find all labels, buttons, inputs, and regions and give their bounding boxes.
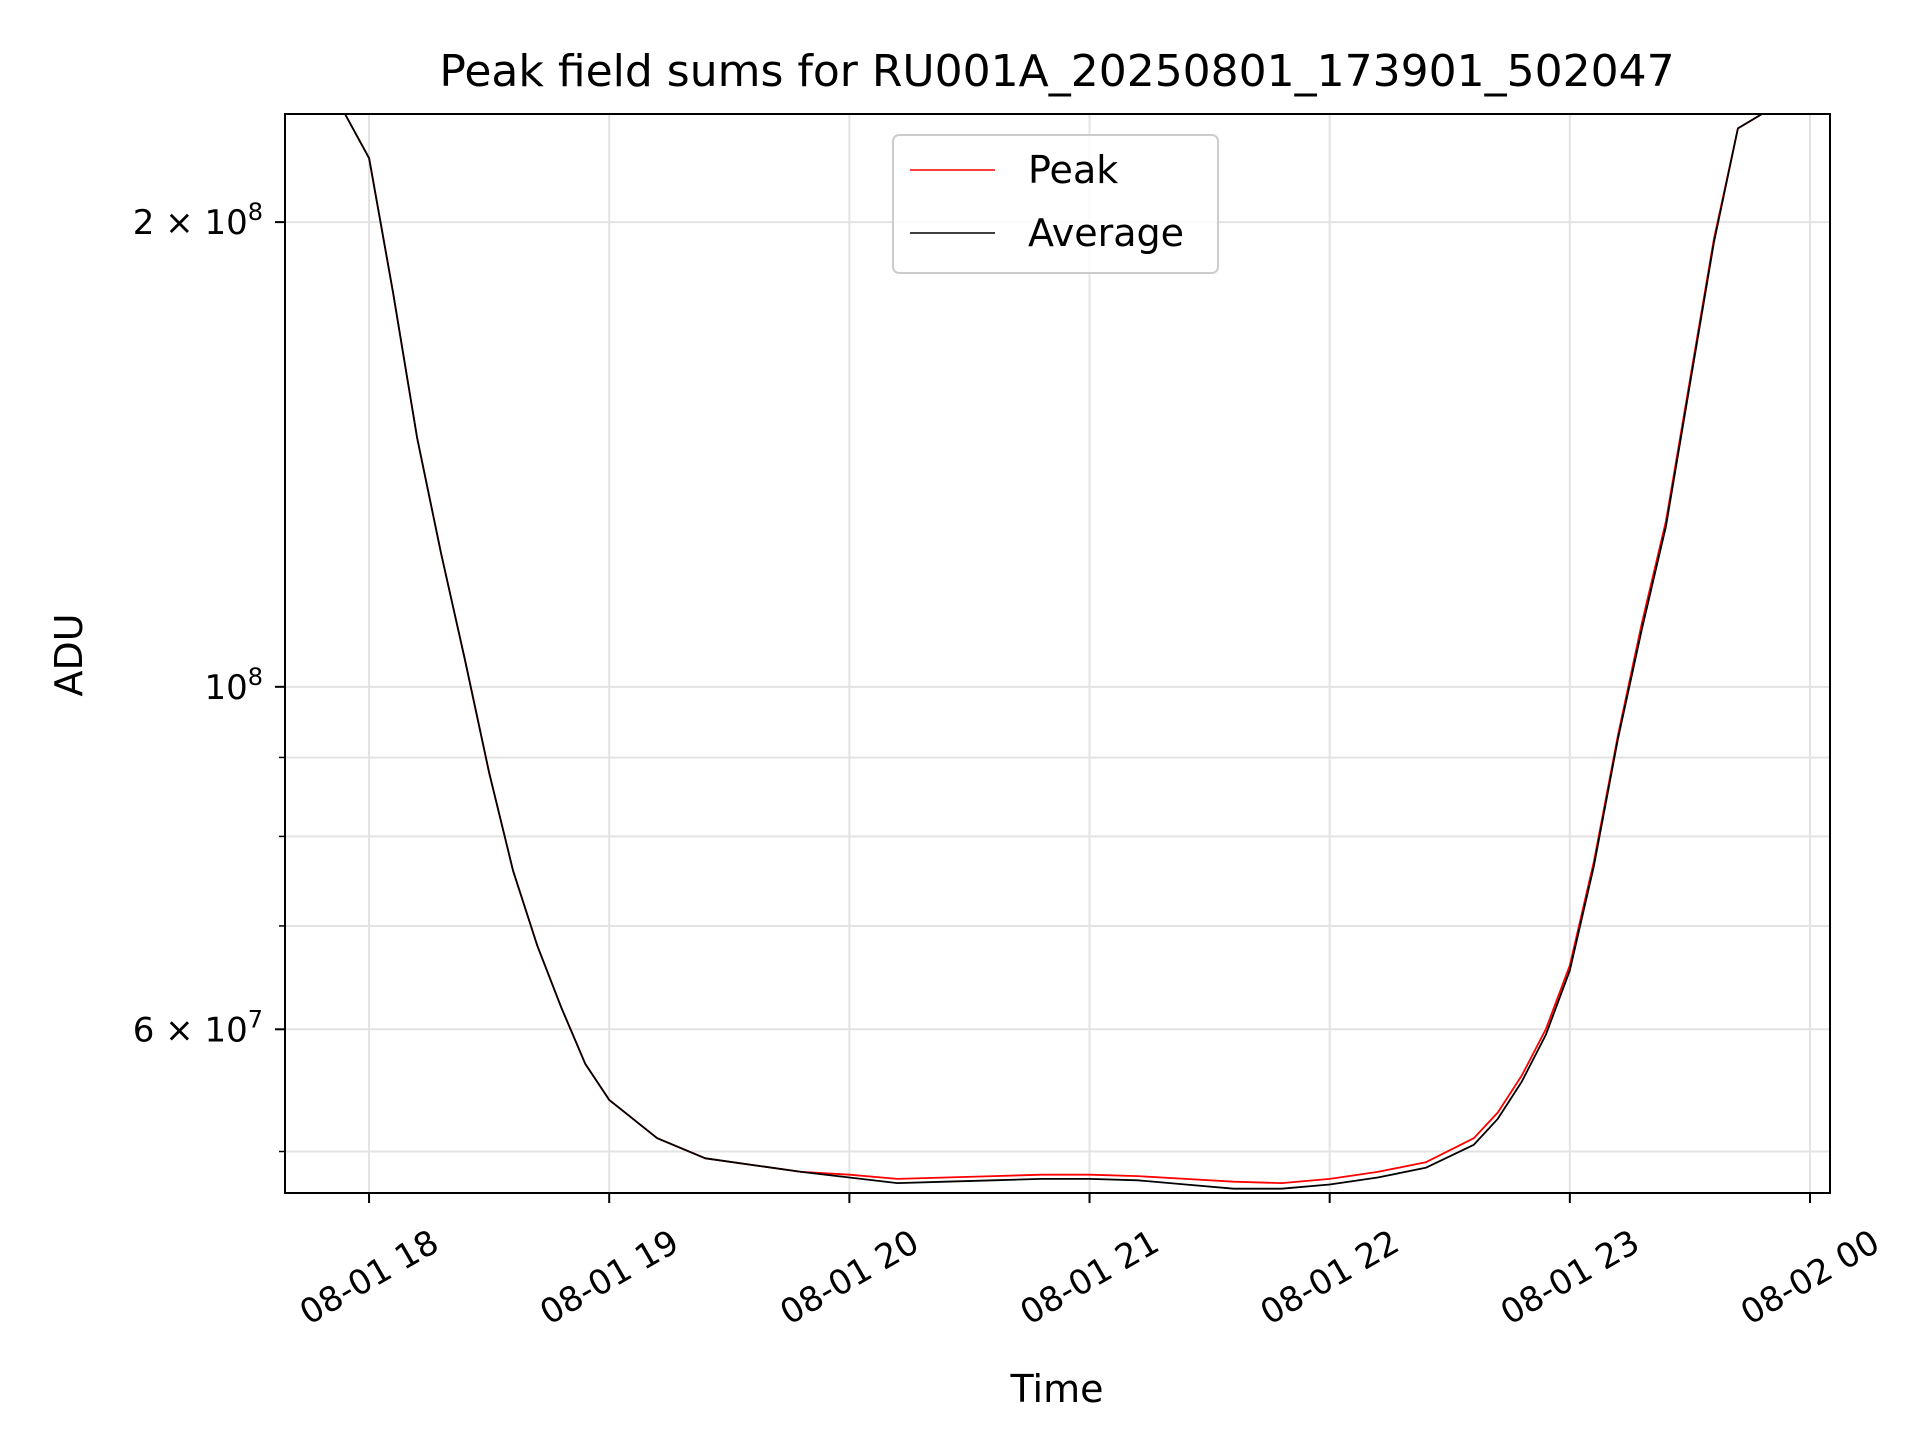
- x-axis-label: Time: [1010, 1367, 1104, 1411]
- y-tick-label: 2 × 108: [133, 198, 263, 243]
- legend-label-average: Average: [1028, 211, 1184, 255]
- chart-title: Peak field sums for RU001A_20250801_1739…: [439, 46, 1674, 97]
- y-tick-label: 6 × 107: [133, 1005, 263, 1050]
- legend-label-peak: Peak: [1028, 148, 1118, 192]
- y-axis-label: ADU: [47, 613, 91, 696]
- series-lines: [285, 114, 1830, 1190]
- plot-frame: [284, 113, 1831, 1194]
- y-axis-ticks: 6 × 107 108 2 × 108: [133, 198, 285, 1153]
- y-tick-label: 108: [204, 663, 263, 708]
- series-line-average: [285, 114, 1830, 1190]
- legend: Peak Average: [892, 134, 1219, 274]
